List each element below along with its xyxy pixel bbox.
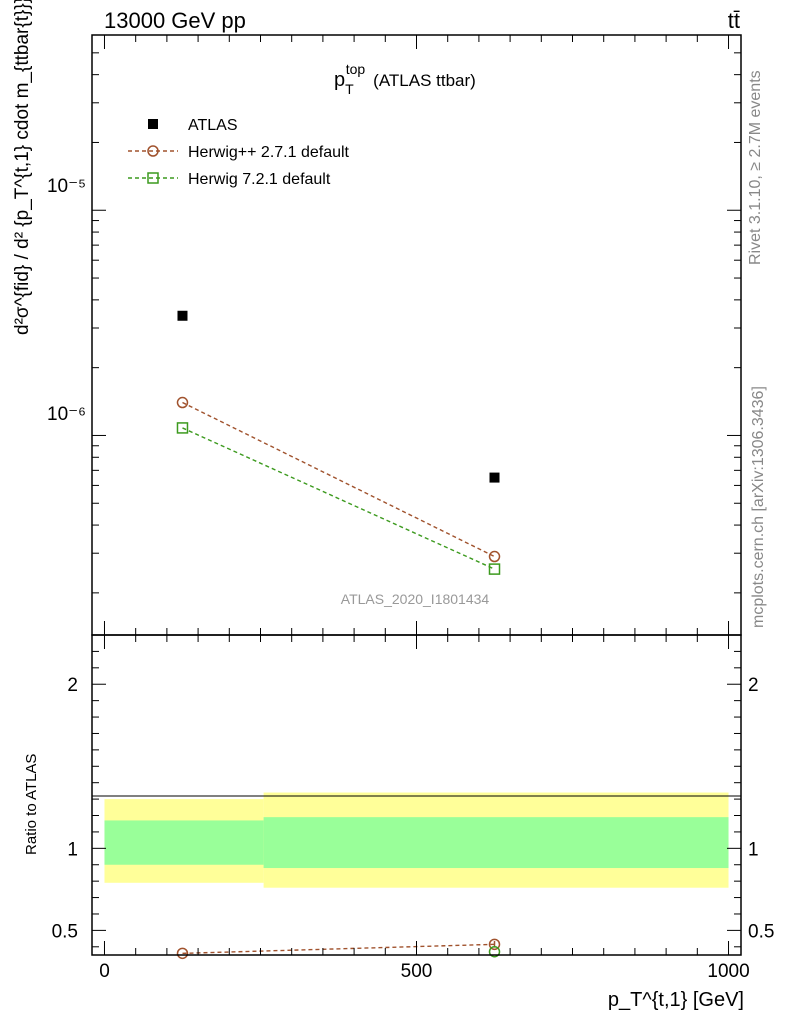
ratio-y-tick-labels: 0.5 0.5 1 1 2 2: [52, 675, 775, 942]
main-y-tick-labels: 10⁻⁶ 10⁻⁵: [47, 176, 86, 425]
ratio-data-point-0: [176, 947, 189, 960]
data-point-series-0: [177, 310, 188, 321]
y-tick-label-1e-5: 10⁻⁵: [47, 176, 86, 197]
data-point-series-2: [488, 563, 501, 575]
series-line-2: [182, 427, 495, 570]
ratio-y-tick-label: 1: [67, 839, 78, 860]
energy-label: 13000 GeV pp: [104, 8, 246, 33]
legend-marker: [147, 172, 159, 184]
chart-title-sup: top: [346, 61, 366, 77]
ratio-y-tick-label-right: 1: [748, 839, 759, 860]
legend-marker: [147, 145, 159, 157]
data-point-series-1: [176, 396, 189, 409]
data-point-series-2: [176, 422, 189, 434]
mcplots-label: mcplots.cern.ch [arXiv:1306.3436]: [750, 386, 767, 628]
process-label: tt̄: [728, 8, 740, 33]
ratio-y-tick-label-right: 0.5: [748, 921, 774, 942]
ratio-y-tick-label-right: 2: [748, 675, 759, 696]
ratio-series-line-0: [182, 943, 495, 955]
rivet-label: Rivet 3.1.10, ≥ 2.7M events: [747, 70, 764, 265]
x-axis-label: p_T^{t,1} [GeV]: [608, 989, 744, 1011]
legend-marker: [148, 119, 158, 129]
chart-title: pTtop (ATLAS ttbar): [334, 61, 476, 97]
x-tick-label: 500: [401, 961, 433, 982]
ratio-panel: 0.5 0.5 1 1 2 2 0 500 1000 Ratio to ATLAS p_T^{…: [23, 634, 775, 1011]
main-y-axis-label: d²σ^{fid} / d² {p_T^{t,1} cdot m_{ttbar{…: [12, 0, 33, 335]
legend: ATLAS Herwig++ 2.7.1 default Herwig 7.2.1 …: [128, 117, 350, 188]
data-point-series-0: [489, 472, 500, 483]
x-tick-label: 1000: [707, 961, 749, 982]
series-line-1: [182, 401, 495, 558]
chart-title-rest: (ATLAS ttbar): [373, 71, 476, 90]
chart-title-sub: T: [345, 81, 354, 97]
analysis-id: ATLAS_2020_I1801434: [341, 591, 490, 607]
ratio-data-point-0: [488, 938, 501, 951]
chart-title-main: p: [334, 69, 345, 91]
legend-label: ATLAS: [188, 117, 238, 134]
ratio-series-group: [176, 938, 501, 960]
data-point-series-1: [488, 550, 501, 563]
ratio-y-tick-label: 2: [67, 675, 78, 696]
ratio-y-axis-label: Ratio to ATLAS: [23, 754, 40, 855]
legend-label: Herwig++ 2.7.1 default: [188, 144, 350, 161]
main-series-group: [176, 310, 501, 575]
uncertainty-band-inner: [104, 820, 264, 865]
y-tick-label-1e-6: 10⁻⁶: [47, 404, 86, 425]
main-panel: pTtop (ATLAS ttbar) 10⁻⁶ 10⁻⁵ ATLAS Herwig…: [12, 0, 742, 636]
ratio-data-point-1: [488, 945, 501, 958]
uncertainty-band-inner: [263, 817, 729, 869]
x-tick-label: 0: [99, 961, 110, 982]
ratio-y-tick-label: 0.5: [52, 921, 78, 942]
x-tick-labels: 0 500 1000: [99, 961, 749, 982]
legend-label: Herwig 7.2.1 default: [188, 171, 331, 188]
main-axis-ticks: [92, 35, 741, 635]
ratio-axis-ticks: [92, 635, 741, 955]
ratio-bands: [104, 792, 729, 888]
